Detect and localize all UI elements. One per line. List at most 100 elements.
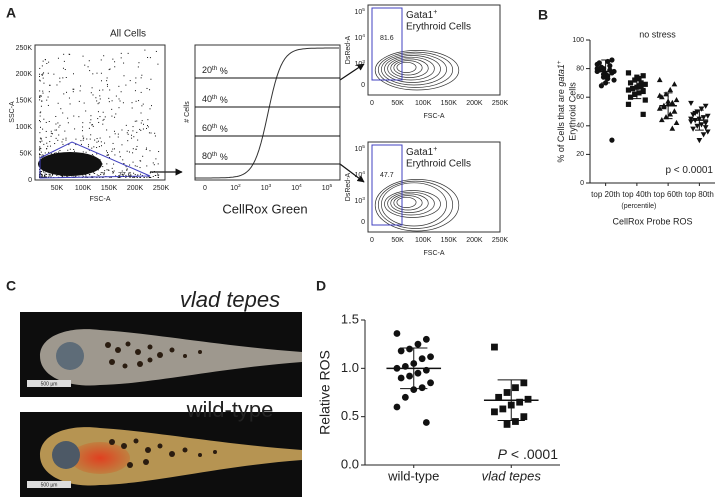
- event-dot: [122, 159, 124, 161]
- event-dot: [44, 172, 46, 174]
- event-dot: [80, 143, 82, 145]
- event-dot: [41, 174, 43, 176]
- event-dot: [59, 81, 61, 83]
- event-dot: [148, 132, 150, 134]
- event-dot: [99, 116, 101, 118]
- event-dot: [103, 173, 105, 175]
- x-tick-label: 250K: [492, 100, 509, 107]
- event-dot: [135, 82, 137, 84]
- text-part: +: [556, 60, 563, 64]
- data-point: [605, 76, 611, 82]
- event-dot: [136, 145, 138, 147]
- data-point: [503, 389, 511, 396]
- y-axis-label: Erythroid Cells: [567, 82, 577, 141]
- data-point: [661, 104, 667, 110]
- y-tick-label: 200K: [16, 71, 33, 78]
- event-dot: [82, 55, 84, 57]
- text-part: 5: [330, 183, 333, 189]
- event-dot: [94, 172, 96, 174]
- event-dot: [41, 176, 43, 178]
- data-point: [658, 116, 665, 123]
- data-point: [627, 80, 634, 86]
- event-dot: [58, 151, 60, 153]
- data-point: [696, 138, 703, 144]
- event-dot: [140, 173, 142, 175]
- threshold-label: 20th %: [202, 65, 228, 77]
- event-dot: [117, 176, 119, 178]
- y-axis-label: # Cells: [184, 101, 191, 123]
- y-tick-label: 0: [361, 219, 365, 226]
- text-part: 0: [361, 219, 365, 226]
- y-axis-label: SSC-A: [9, 101, 16, 123]
- event-dot: [40, 176, 42, 178]
- event-dot: [100, 173, 102, 175]
- text-part: 4: [362, 33, 365, 39]
- data-point: [503, 421, 511, 428]
- event-dot: [50, 135, 52, 137]
- contour: [396, 61, 417, 73]
- event-dot: [90, 115, 92, 117]
- event-dot: [62, 175, 64, 177]
- event-dot: [114, 116, 116, 118]
- y-tick-label: 0: [28, 177, 32, 184]
- event-dot: [106, 150, 108, 152]
- event-dot: [149, 89, 151, 91]
- x-axis-label: FSC-A: [424, 113, 445, 120]
- text-part: th: [212, 123, 218, 130]
- x-axis-label: CellRox Probe ROS: [612, 216, 692, 226]
- event-dot: [47, 72, 49, 74]
- event-dot: [43, 154, 45, 156]
- gate-subtitle: Erythroid Cells: [406, 22, 471, 33]
- event-dot: [88, 149, 90, 151]
- event-dot: [123, 62, 125, 64]
- contour: [390, 58, 429, 78]
- event-dot: [45, 173, 47, 175]
- event-dot: [66, 91, 68, 93]
- event-dot: [125, 124, 127, 126]
- event-dot: [82, 175, 84, 177]
- event-dot: [56, 174, 58, 176]
- event-dot: [54, 152, 56, 154]
- x-tick-label: 150K: [101, 185, 118, 192]
- event-dot: [119, 100, 121, 102]
- y-tick-label: 1.5: [341, 311, 359, 326]
- event-dot: [40, 95, 42, 97]
- event-dot: [106, 80, 108, 82]
- contour: [377, 51, 454, 88]
- event-dot: [109, 136, 111, 138]
- x-tick-label: 100K: [415, 100, 432, 107]
- event-dot: [130, 175, 132, 177]
- contour: [390, 193, 429, 213]
- text-part: Gata1: [406, 147, 434, 158]
- event-dot: [58, 126, 60, 128]
- event-dot: [132, 176, 134, 178]
- event-dot: [50, 174, 52, 176]
- event-dot: [118, 98, 120, 100]
- event-dot: [83, 102, 85, 104]
- event-dot: [99, 137, 101, 139]
- event-dot: [49, 141, 51, 143]
- data-point: [673, 96, 680, 103]
- event-dot: [68, 97, 70, 99]
- event-dot: [88, 127, 90, 129]
- contour: [387, 56, 435, 81]
- event-dot: [51, 174, 53, 176]
- event-dot: [112, 142, 114, 144]
- event-dot: [42, 170, 44, 172]
- contour: [387, 191, 435, 216]
- x-tick-label: 0: [370, 237, 374, 244]
- event-dot: [55, 137, 57, 139]
- event-dot: [115, 95, 117, 97]
- event-dot: [108, 157, 110, 159]
- data-point: [596, 60, 602, 66]
- event-dot: [145, 148, 147, 150]
- event-dot: [111, 100, 113, 102]
- event-dot: [73, 115, 75, 117]
- data-point: [609, 137, 615, 143]
- event-dot: [75, 144, 77, 146]
- event-dot: [125, 84, 127, 86]
- event-dot: [41, 174, 43, 176]
- y-tick-label: 60: [576, 94, 584, 101]
- event-dot: [42, 60, 44, 62]
- event-dot: [73, 88, 75, 90]
